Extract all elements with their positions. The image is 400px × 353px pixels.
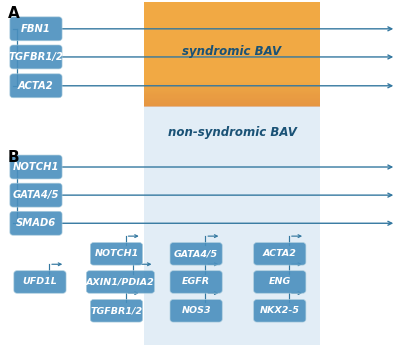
Text: A: A — [8, 6, 20, 21]
Bar — [144, 88, 320, 89]
Text: FBN1: FBN1 — [21, 24, 51, 34]
Text: TGFBR1/2: TGFBR1/2 — [8, 52, 64, 62]
FancyBboxPatch shape — [170, 271, 222, 293]
Bar — [144, 82, 320, 83]
Text: NKX2-5: NKX2-5 — [260, 306, 300, 315]
FancyBboxPatch shape — [170, 243, 222, 265]
Text: non-syndromic BAV: non-syndromic BAV — [168, 126, 296, 139]
Text: NOTCH1: NOTCH1 — [94, 249, 138, 258]
FancyBboxPatch shape — [10, 155, 62, 179]
Bar — [144, 97, 320, 98]
Bar — [144, 94, 320, 95]
FancyBboxPatch shape — [10, 74, 62, 98]
FancyBboxPatch shape — [10, 183, 62, 207]
Text: UFD1L: UFD1L — [22, 277, 57, 287]
FancyBboxPatch shape — [90, 243, 142, 265]
Bar — [144, 98, 320, 99]
Bar — [144, 92, 320, 93]
Bar — [144, 84, 320, 86]
FancyBboxPatch shape — [254, 300, 306, 322]
Bar — [144, 83, 320, 84]
FancyBboxPatch shape — [10, 17, 62, 41]
Bar — [144, 87, 320, 88]
Text: GATA4/5: GATA4/5 — [174, 249, 218, 258]
FancyBboxPatch shape — [90, 300, 142, 322]
Bar — [144, 100, 320, 102]
Bar — [144, 104, 320, 105]
Text: B: B — [8, 150, 20, 165]
FancyBboxPatch shape — [10, 45, 62, 69]
Bar — [144, 2, 320, 106]
Text: ENG: ENG — [269, 277, 291, 287]
Text: NOS3: NOS3 — [181, 306, 211, 315]
Text: GATA4/5: GATA4/5 — [13, 190, 59, 200]
Bar — [144, 93, 320, 94]
Text: syndromic BAV: syndromic BAV — [182, 45, 282, 58]
Text: EGFR: EGFR — [182, 277, 210, 287]
Text: ACTA2: ACTA2 — [263, 249, 297, 258]
FancyBboxPatch shape — [14, 271, 66, 293]
Text: AXIN1/PDIA2: AXIN1/PDIA2 — [86, 277, 155, 287]
FancyBboxPatch shape — [254, 243, 306, 265]
Text: ACTA2: ACTA2 — [18, 81, 54, 91]
Bar — [144, 103, 320, 104]
Bar — [144, 105, 320, 107]
FancyBboxPatch shape — [86, 271, 154, 293]
FancyBboxPatch shape — [10, 211, 62, 235]
FancyBboxPatch shape — [254, 271, 306, 293]
Bar — [144, 85, 320, 345]
Text: SMAD6: SMAD6 — [16, 218, 56, 228]
Bar — [144, 86, 320, 87]
Text: NOTCH1: NOTCH1 — [13, 162, 59, 172]
Bar — [144, 102, 320, 103]
Bar — [144, 99, 320, 100]
Bar — [144, 89, 320, 90]
Bar — [144, 95, 320, 97]
FancyBboxPatch shape — [170, 300, 222, 322]
Bar — [144, 90, 320, 92]
Text: TGFBR1/2: TGFBR1/2 — [90, 306, 142, 315]
